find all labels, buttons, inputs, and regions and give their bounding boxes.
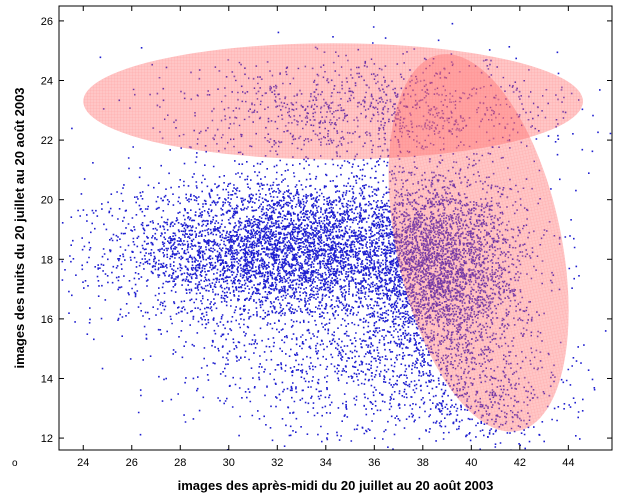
- highlight-regions: [83, 43, 583, 432]
- y-tick-label: 24: [41, 75, 53, 87]
- y-tick-label: 14: [41, 373, 53, 385]
- y-tick-label: 22: [41, 135, 53, 147]
- axis-ticks: 24 26 28 30 32 34 36 38 40 42 44 12 14 16 18 20 22 24 26: [41, 6, 612, 469]
- scatter-points: [61, 22, 612, 450]
- x-tick-label: 38: [417, 457, 429, 469]
- corner-mark: o: [12, 458, 18, 469]
- x-tick-label: 36: [368, 457, 380, 469]
- data-points: [61, 22, 612, 450]
- y-tick-label: 20: [41, 195, 53, 207]
- plot-frame: [58, 5, 613, 451]
- region-right: [388, 54, 569, 432]
- y-tick-label: 16: [41, 314, 53, 326]
- y-tick-label: 12: [41, 433, 53, 445]
- y-axis-label: images des nuits du 20 juillet au 20 aoû…: [12, 87, 27, 368]
- x-tick-label: 26: [126, 457, 138, 469]
- x-tick-label: 44: [562, 457, 574, 469]
- x-tick-label: 30: [223, 457, 235, 469]
- x-tick-label: 42: [514, 457, 526, 469]
- x-axis-label: images des après-midi du 20 juillet au 2…: [178, 478, 494, 493]
- x-tick-label: 24: [77, 457, 89, 469]
- x-tick-label: 40: [465, 457, 477, 469]
- y-tick-label: 18: [41, 254, 53, 266]
- y-tick-label: 26: [41, 16, 53, 28]
- x-tick-label: 34: [320, 457, 332, 469]
- x-tick-label: 32: [271, 457, 283, 469]
- x-tick-label: 28: [174, 457, 186, 469]
